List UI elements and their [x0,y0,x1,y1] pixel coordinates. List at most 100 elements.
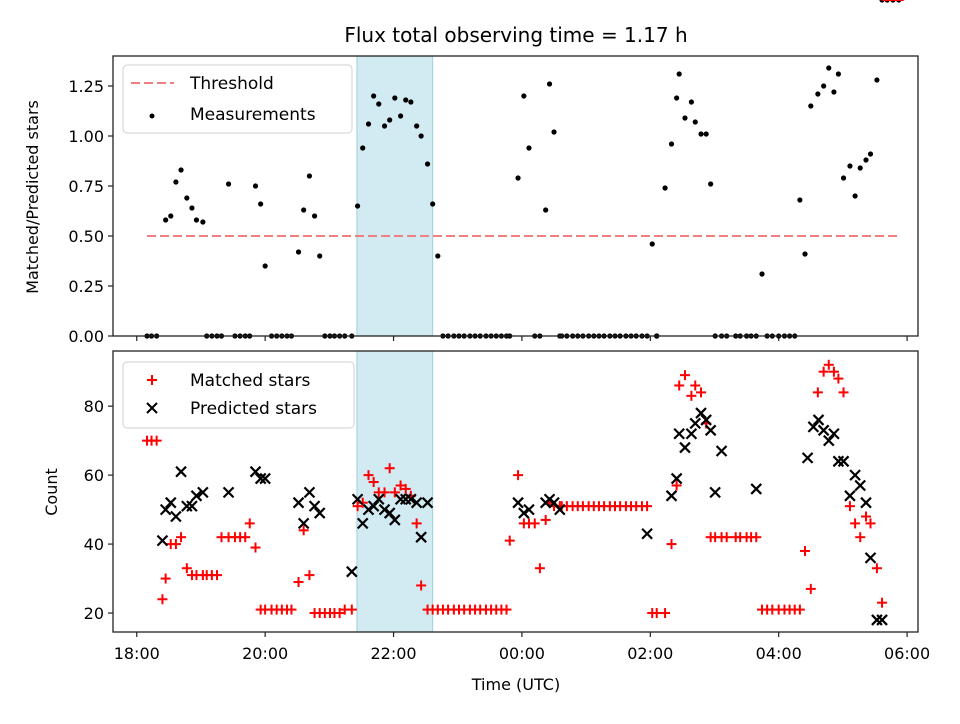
predicted-star-point [837,455,850,468]
measurement-point [815,91,821,97]
predicted-star-point [673,427,685,440]
predicted-star-point [679,441,691,454]
measurement-point [408,99,414,105]
measurement-point [674,95,680,101]
matched-star-point [250,542,261,553]
predicted-star-point [292,496,305,509]
measurement-point [258,201,264,207]
top-x-ticks [136,336,908,341]
matched-star-point [823,359,834,370]
matched-star-point [679,370,690,381]
predicted-star-point [807,421,820,433]
bottom-xtick-label: 20:00 [242,644,288,663]
top-ytick-label: 1.25 [68,77,104,96]
matched-star-point [346,604,357,615]
predicted-star-point [259,472,271,485]
matched-star-point [540,514,551,525]
matched-star-point [855,532,866,543]
matched-star-point [844,501,855,512]
measurement-point [802,251,808,257]
bottom-xtick-label: 00:00 [499,644,545,663]
predicted-star-point [181,500,193,512]
predicted-star-point [700,414,712,426]
top-axes: 0.00 0.25 0.50 0.75 1.00 1.25 Matched/Predict… [23,0,919,346]
matched-star-point [357,497,368,508]
measurement-point [225,181,232,187]
measurement-point [682,115,688,121]
matched-star-point [384,463,395,474]
matched-star-point [686,390,697,401]
matched-star-point [379,487,390,498]
matched-star-point [244,518,255,529]
measurement-point [847,163,853,169]
bottom-xtick-label: 22:00 [370,644,416,663]
predicted-star-point [695,407,707,419]
matched-star-point [368,477,379,488]
top-ytick-label: 1.00 [68,127,104,146]
matched-star-point [504,535,515,546]
bottom-ylabel: Count [42,468,61,516]
predicted-star-point [175,465,187,478]
measurement-point [692,119,698,125]
matched-star-point [666,539,677,550]
measurement-point [295,249,302,255]
predicted-star-point [665,490,678,502]
predicted-star-point [389,514,401,526]
matched-star-point [513,470,524,481]
measurement-point [392,95,398,101]
bottom-ytick-label: 60 [84,466,104,485]
predicted-star-point [685,427,698,440]
bottom-y-ticks: 20 40 60 80 [84,397,113,623]
predicted-star-point [812,414,825,426]
measurement-point [360,145,366,151]
measurement-point [163,217,169,223]
predicted-star-point [860,496,872,509]
measurement-point [662,185,668,191]
legend-matched-label: Matched stars [190,371,310,391]
measurement-point [306,173,313,179]
measurement-point [365,121,372,127]
matched-star-point [389,487,400,498]
matched-star-point [721,532,732,543]
matched-star-point [334,608,345,619]
top-legend-box [122,64,353,134]
legend-predicted-label: Predicted stars [190,399,317,419]
legend-measurement-icon [149,113,155,119]
predicted-star-point [383,507,396,519]
matched-star-point [151,435,162,446]
matched-star-point [211,570,222,581]
predicted-star-point [351,493,364,506]
matched-star-point [181,563,192,574]
matched-star-point [170,539,181,550]
matched-star-point [838,387,849,398]
predicted-star-point [378,503,391,516]
measurement-point [708,181,714,187]
matched-star-point [812,387,823,398]
matched-star-point [160,573,171,584]
bottom-xtick-label: 02:00 [627,644,673,663]
predicted-star-point [362,503,375,516]
measurement-point [387,117,393,123]
matched-star-point [800,545,811,556]
matched-star-point [240,532,251,543]
matched-star-point [751,532,762,543]
predicted-star-point [421,496,434,509]
bottom-legend-box [122,361,355,429]
measurement-point [515,175,521,181]
matched-star-point [861,511,872,522]
top-y-ticks: 0.00 0.25 0.50 0.75 1.00 1.25 [68,77,113,346]
predicted-star-point [186,500,198,512]
predicted-star-point [197,486,209,499]
measurement-point [821,83,827,89]
measurement-point [397,113,404,119]
measurement-point [835,71,841,77]
predicted-star-point [704,424,717,437]
measurement-point [376,101,382,107]
measurement-point [262,263,268,269]
predicted-star-point [308,500,321,512]
measurement-point [759,271,765,277]
legend-threshold-label: Threshold [189,74,274,94]
predicted-star-point [801,452,814,464]
measurement-point [676,71,682,77]
matched-star-point [529,518,540,529]
